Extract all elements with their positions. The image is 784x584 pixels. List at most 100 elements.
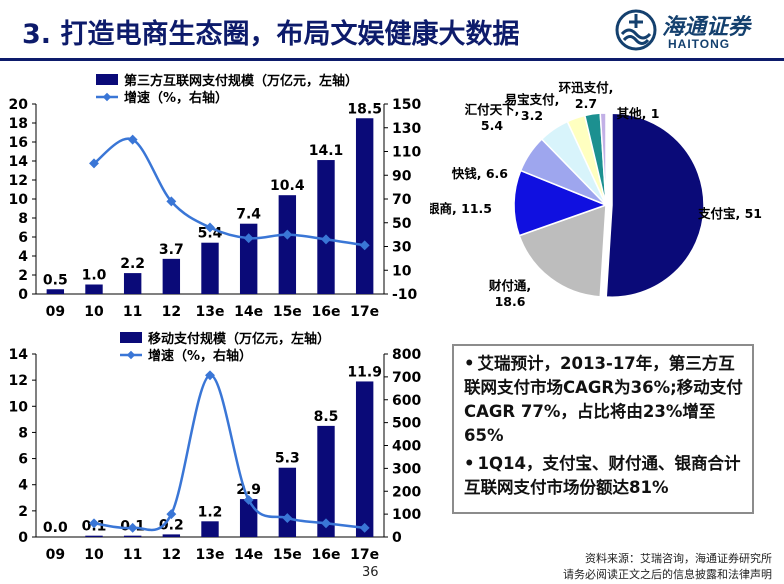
growth-point — [243, 233, 254, 244]
bar — [85, 535, 103, 537]
left-tick-label: 2 — [18, 268, 28, 284]
x-tick-label: 17e — [350, 304, 379, 320]
legend-bar-swatch — [96, 74, 118, 85]
data-label: 3.7 — [159, 242, 184, 258]
growth-point — [89, 158, 99, 169]
x-tick-label: 13e — [196, 304, 225, 320]
data-label: 1.0 — [82, 268, 107, 284]
market-share-pie-chart: 支付宝, 51 财付通, 18.6 银商, 11.5 快钱, 6.6 汇付天下, 5.4易宝… — [430, 80, 762, 309]
right-tick-label: 10 — [392, 263, 412, 279]
right-tick-label: 700 — [392, 370, 421, 386]
source-note: 资料来源：艾瑞咨询，海通证券研究所 — [585, 552, 772, 565]
x-tick-label: 15e — [273, 547, 302, 563]
bar — [201, 242, 219, 294]
data-label: 14.1 — [309, 143, 344, 159]
growth-point — [205, 370, 215, 381]
pie-slice — [605, 112, 705, 298]
pie-slice — [513, 169, 609, 237]
bar — [201, 521, 219, 537]
callout-point: • 艾瑞预计，2013-17年，第三方互联网支付市场CAGR为36%;移动支付CA… — [464, 354, 743, 445]
bar — [123, 273, 142, 294]
bar — [278, 467, 297, 537]
x-tick-label: 15e — [273, 304, 302, 320]
x-tick-label: 09 — [46, 304, 65, 320]
data-label: 1.2 — [198, 504, 223, 520]
right-tick-label: 800 — [392, 347, 421, 363]
data-label: 11.9 — [347, 364, 382, 380]
right-tick-label: 30 — [392, 240, 412, 256]
bar — [162, 258, 181, 294]
data-label: 10.4 — [270, 178, 305, 194]
legend-line-label: 增速（%，右轴） — [124, 90, 228, 106]
page-number: 36 — [362, 565, 379, 580]
callout-text: 艾瑞预计，2013-17年，第三方互联网支付市场CAGR为36%;移动支付CAG… — [464, 354, 743, 445]
company-logo: 海通证券 HAITONG — [612, 6, 780, 56]
x-tick-label: 12 — [162, 304, 181, 320]
title-divider — [0, 58, 784, 61]
legend-line-marker — [126, 350, 136, 360]
growth-point — [359, 240, 370, 251]
left-tick-label: 8 — [18, 211, 28, 227]
right-tick-label: 0 — [392, 530, 402, 546]
data-label: 7.4 — [236, 207, 261, 223]
right-tick-label: 130 — [392, 121, 421, 137]
right-tick-label: -10 — [392, 287, 418, 303]
growth-line — [93, 374, 365, 532]
x-tick-label: 10 — [84, 304, 104, 320]
page-title: 3. 打造电商生态圈，布局文娱健康大数据 — [22, 19, 520, 50]
mobile-payment-chart: 0 2 4 6 8 10 12 14 0 100 200 300 400 500 600 700 800 09 10… — [9, 331, 422, 563]
growth-point — [321, 234, 331, 245]
left-tick-label: 2 — [18, 504, 28, 520]
data-label: 5.3 — [275, 451, 300, 467]
x-tick-label: 16e — [312, 547, 341, 563]
left-tick-label: 20 — [9, 97, 29, 113]
x-tick-label: 09 — [46, 547, 65, 563]
right-tick-label: 150 — [392, 97, 421, 113]
internet-payment-chart: 0 2 4 6 8 10 12 14 16 18 20 -10 10 30 50 70 90 110 130 150 0… — [9, 73, 422, 320]
data-label: 2.2 — [120, 256, 145, 272]
left-tick-label: 0 — [18, 530, 28, 546]
left-tick-label: 6 — [18, 452, 28, 468]
bar — [317, 425, 335, 537]
bar — [355, 381, 374, 537]
logo-chinese-text: 海通证券 — [662, 14, 751, 40]
bar — [123, 535, 142, 537]
left-tick-label: 18 — [9, 116, 28, 132]
left-tick-label: 12 — [9, 173, 28, 189]
pie-label: 汇付天下, 5.4 — [465, 102, 520, 133]
bar — [46, 289, 65, 294]
x-tick-label: 10 — [84, 547, 104, 563]
growth-point — [205, 222, 215, 233]
legend-line-marker — [102, 92, 112, 102]
bar — [355, 118, 374, 294]
data-label: 0.2 — [159, 517, 184, 533]
data-label: 0.5 — [43, 272, 68, 288]
bar — [162, 534, 181, 537]
growth-point — [243, 494, 254, 505]
right-tick-label: 110 — [392, 145, 421, 161]
left-tick-label: 10 — [9, 399, 29, 415]
pie-slice — [518, 203, 607, 298]
data-label: 8.5 — [314, 409, 339, 425]
x-tick-label: 11 — [123, 304, 142, 320]
left-tick-label: 4 — [18, 249, 28, 265]
left-tick-label: 6 — [18, 230, 28, 246]
x-tick-label: 12 — [162, 547, 181, 563]
growth-point — [166, 509, 177, 520]
growth-point — [127, 522, 138, 533]
bar — [278, 195, 297, 294]
growth-point — [127, 134, 138, 145]
right-tick-label: 300 — [392, 461, 421, 477]
x-tick-label: 14e — [234, 304, 263, 320]
pie-label: 其他, 1 — [617, 106, 660, 121]
left-tick-label: 4 — [18, 478, 28, 494]
right-tick-label: 600 — [392, 393, 421, 409]
growth-point — [166, 196, 177, 207]
pie-slice — [599, 112, 607, 206]
left-tick-label: 10 — [9, 192, 29, 208]
data-label: 0.0 — [43, 520, 68, 536]
left-tick-label: 16 — [9, 135, 28, 151]
right-tick-label: 200 — [392, 484, 421, 500]
pie-label: 易宝支付, 3.2 — [505, 92, 560, 123]
pie-label: 财付通, 18.6 — [488, 278, 531, 309]
